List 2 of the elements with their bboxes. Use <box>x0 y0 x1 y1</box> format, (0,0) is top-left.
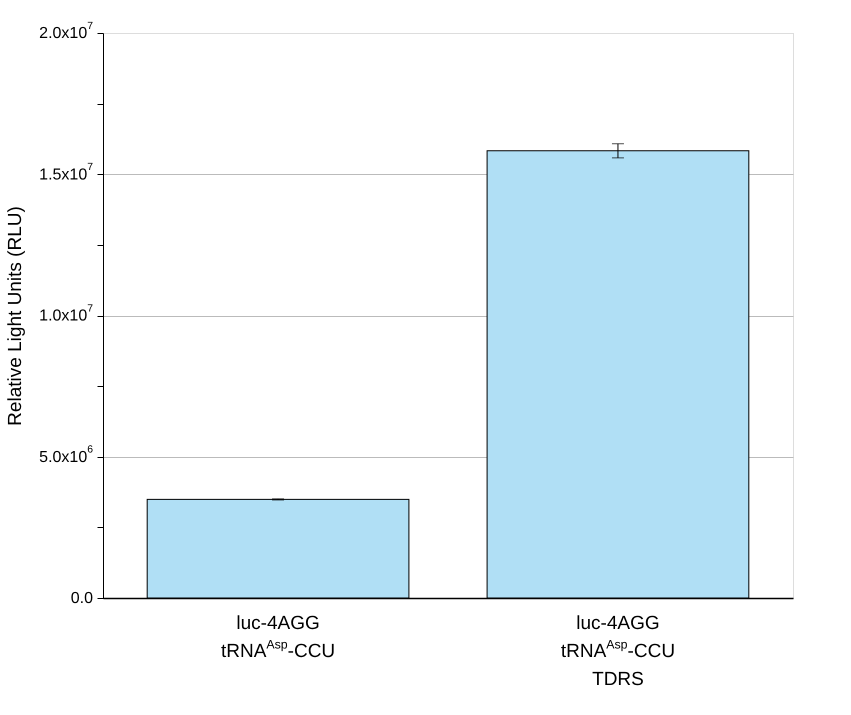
y-axis-title: Relative Light Units (RLU) <box>5 206 26 426</box>
y-tick-label: 0.0 <box>70 590 94 607</box>
